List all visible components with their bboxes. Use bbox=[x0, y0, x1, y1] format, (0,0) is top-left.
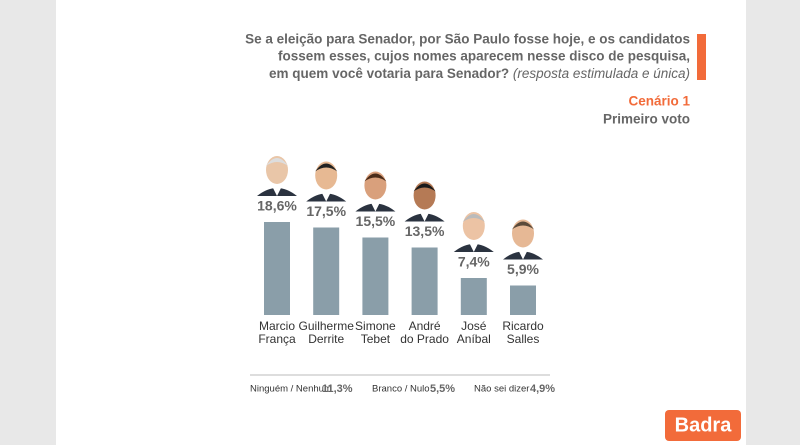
panel bbox=[56, 0, 746, 445]
other-value: 11,3% bbox=[322, 383, 353, 395]
logo: Badra bbox=[675, 414, 733, 436]
portrait-shirt bbox=[419, 211, 430, 222]
title-line: Se a eleição para Senador, por São Paulo… bbox=[245, 32, 690, 47]
value-label: 5,9% bbox=[507, 261, 539, 277]
other-label: Branco / Nulo bbox=[372, 384, 430, 395]
portrait-shirt bbox=[370, 201, 381, 212]
value-label: 13,5% bbox=[405, 223, 445, 239]
title-note: (resposta estimulada e única) bbox=[513, 66, 690, 81]
title-line: em quem você votaria para Senador? bbox=[269, 66, 509, 81]
bar bbox=[264, 222, 290, 315]
other-label: Ninguém / Nenhum bbox=[250, 384, 332, 395]
portrait bbox=[404, 181, 445, 222]
logo-box bbox=[665, 410, 741, 441]
portrait-hair bbox=[512, 221, 534, 230]
portrait bbox=[503, 219, 543, 260]
value-label: 7,4% bbox=[458, 254, 490, 270]
bar bbox=[313, 227, 340, 315]
portrait bbox=[453, 212, 494, 252]
accent-bar bbox=[697, 34, 706, 80]
other-value: 5,5% bbox=[430, 383, 455, 395]
other-value: 4,9% bbox=[530, 383, 555, 395]
bar bbox=[362, 237, 389, 315]
portrait-shirt bbox=[518, 249, 528, 260]
x-tick-label: Simone Tebet bbox=[355, 319, 396, 346]
portrait bbox=[355, 171, 396, 212]
other-label: Não sei dizer bbox=[474, 384, 529, 395]
portrait-shirt bbox=[272, 186, 282, 196]
bar bbox=[460, 278, 487, 315]
subtitle: Cenário 1 bbox=[628, 94, 690, 109]
value-label: 18,6% bbox=[257, 198, 297, 214]
portrait-hair bbox=[462, 214, 485, 222]
portrait-hair bbox=[364, 173, 387, 182]
bar bbox=[510, 285, 536, 315]
subtitle-2: Primeiro voto bbox=[603, 112, 690, 127]
portrait bbox=[257, 156, 297, 196]
title-line: fossem esses, cujos nomes aparecem nesse… bbox=[278, 49, 690, 64]
portrait-shirt bbox=[321, 191, 332, 202]
x-tick-label: André do Prado bbox=[400, 319, 449, 346]
portrait-hair bbox=[266, 158, 288, 166]
value-label: 15,5% bbox=[356, 213, 396, 229]
value-label: 17,5% bbox=[306, 203, 346, 219]
x-tick-label: Ricardo Salles bbox=[502, 319, 544, 346]
bar bbox=[411, 247, 438, 315]
portrait-hair bbox=[413, 183, 436, 192]
portrait-hair bbox=[315, 163, 338, 172]
x-tick-label: Marcio França bbox=[258, 319, 296, 346]
title-line: em quem você votaria para Senador? (resp… bbox=[269, 66, 690, 81]
x-tick-label: Guilherme Derrite bbox=[299, 319, 355, 346]
portrait-shirt bbox=[468, 242, 479, 252]
portrait bbox=[306, 161, 347, 202]
x-tick-label: José Aníbal bbox=[457, 319, 491, 346]
